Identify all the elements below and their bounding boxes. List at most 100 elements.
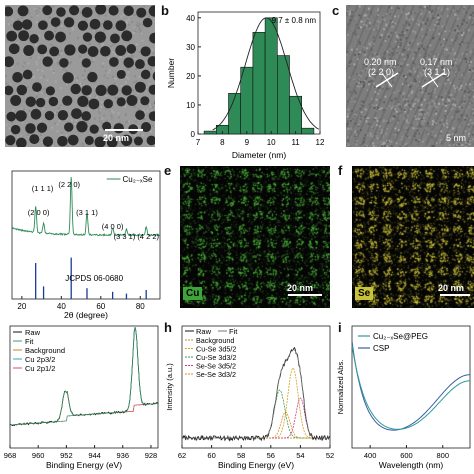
lattice-noise [372,134,375,137]
lattice-noise [370,48,373,51]
tem-noise [40,91,43,94]
lattice-noise [455,145,458,147]
lattice-noise [471,102,474,105]
lattice-noise [382,109,385,112]
x-tick-label: 60 [207,451,215,460]
lattice-noise [461,53,464,56]
tem-noise [118,56,121,59]
lattice-noise [448,44,451,47]
tem-noise [45,97,48,100]
lattice-noise [447,22,450,25]
lattice-noise [386,120,389,123]
lattice-noise [355,134,358,137]
lattice-noise [417,112,420,115]
nanoparticle [148,111,155,122]
tem-noise [143,5,146,8]
lattice-noise [423,21,426,24]
lattice-noise [463,92,466,95]
lattice-noise [392,47,395,50]
nanoparticle [81,58,92,68]
lattice-noise [366,109,369,112]
lattice-noise [346,142,349,145]
x-tick-label: 968 [4,451,17,460]
lattice-noise [435,142,438,145]
lattice-noise [373,57,376,60]
lattice-noise [449,82,452,85]
lattice-noise [353,78,356,81]
tem-noise [147,104,150,107]
lattice-noise [378,115,381,118]
tem-noise [154,81,155,84]
lattice-noise [372,104,375,107]
lattice-noise [351,32,354,35]
lattice-noise [449,30,452,33]
lattice-noise [398,102,401,105]
tem-noise [6,144,9,147]
nanoparticle [55,31,66,43]
lattice-noise [349,18,352,21]
lattice-noise [421,120,424,123]
tem-noise [93,117,96,120]
lattice-noise [456,10,459,13]
lattice-noise [426,6,429,9]
lattice-noise [370,53,373,56]
lattice-noise [431,130,434,133]
plot-frame [181,325,331,449]
lattice-noise [371,119,374,122]
lattice-noise [457,141,460,144]
lattice-noise [354,101,357,104]
component-curve [182,389,330,439]
legend-label: Cu 2p3/2 [25,355,55,364]
lattice-noise [397,15,400,18]
lattice-noise [452,113,455,116]
lattice-noise [441,30,444,33]
tem-noise [75,119,78,122]
tem-noise [40,141,43,144]
tem-noise [82,76,85,79]
lattice-noise [432,82,435,85]
legend-label: Se-Se 3d3/2 [196,370,236,379]
nanoparticle [57,135,68,147]
lattice-noise [427,132,430,135]
tem-noise [21,76,24,79]
lattice-noise [407,121,410,124]
lattice-noise [414,33,417,36]
lattice-noise [468,120,471,123]
lattice-noise [445,68,448,71]
lattice-noise [374,133,377,136]
lattice-noise [373,78,376,81]
lattice-noise [402,47,405,50]
lattice-noise [437,6,440,9]
lattice-noise [454,88,457,91]
nanoparticle [149,32,155,44]
legend-label: Cu₂₋ₓSe [123,175,154,184]
tem-image [5,5,155,147]
lattice-noise [471,131,474,134]
lattice-noise [376,84,379,87]
lattice-noise [429,125,432,128]
lattice-noise [347,60,350,63]
histogram-bar [264,17,278,135]
lattice-noise [354,66,357,69]
lattice-noise [467,106,470,109]
lattice-noise [395,110,398,113]
lattice-noise [346,115,349,118]
lattice-noise [406,101,409,104]
tem-noise [60,133,63,136]
lattice-noise [373,117,376,120]
lattice-noise [389,92,392,95]
panel-label-b: b [161,3,169,18]
lattice-noise [359,120,362,123]
nanoparticle [136,7,147,18]
lattice-noise [366,89,369,92]
lattice-noise [391,77,394,80]
lattice-noise [370,76,373,79]
lattice-noise [424,49,427,52]
lattice-noise [442,44,445,47]
tem-noise [136,25,139,28]
nanoparticle [15,137,27,147]
lattice-noise [347,136,350,139]
lattice-noise [468,143,471,146]
lattice-noise [427,140,430,143]
lattice-noise [372,42,375,45]
